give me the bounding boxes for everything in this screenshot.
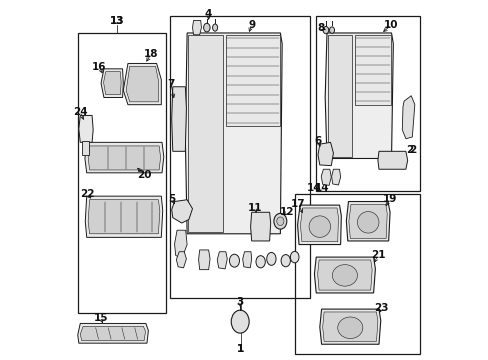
Ellipse shape	[308, 216, 330, 237]
Text: 16: 16	[92, 62, 106, 72]
Polygon shape	[314, 257, 375, 293]
Text: 8: 8	[317, 23, 324, 33]
Polygon shape	[176, 252, 186, 268]
Polygon shape	[354, 35, 390, 105]
Text: 9: 9	[247, 20, 255, 30]
Ellipse shape	[212, 24, 217, 31]
Polygon shape	[250, 212, 270, 241]
Polygon shape	[171, 87, 186, 151]
Polygon shape	[85, 196, 163, 237]
Text: 22: 22	[80, 189, 95, 199]
Text: 18: 18	[144, 49, 158, 59]
Polygon shape	[242, 252, 251, 268]
Polygon shape	[317, 142, 333, 166]
Text: 12: 12	[279, 207, 293, 217]
Polygon shape	[348, 204, 386, 238]
Text: 23: 23	[373, 303, 388, 314]
Polygon shape	[321, 169, 330, 185]
Bar	[78, 33, 166, 313]
Polygon shape	[187, 35, 223, 232]
Text: 7: 7	[167, 79, 174, 89]
Bar	[294, 194, 419, 354]
Polygon shape	[198, 250, 210, 270]
Text: 10: 10	[384, 20, 398, 30]
Bar	[316, 16, 419, 191]
Polygon shape	[85, 142, 163, 173]
Polygon shape	[185, 33, 282, 234]
Polygon shape	[101, 69, 123, 98]
Text: 15: 15	[94, 314, 108, 323]
Text: 1: 1	[237, 344, 244, 354]
Polygon shape	[126, 66, 158, 102]
Polygon shape	[327, 35, 351, 157]
Polygon shape	[225, 35, 279, 126]
Polygon shape	[319, 309, 380, 344]
Polygon shape	[80, 326, 145, 341]
Ellipse shape	[357, 212, 378, 233]
Text: 6: 6	[314, 136, 321, 146]
Text: 2: 2	[408, 144, 416, 154]
Ellipse shape	[323, 27, 328, 34]
Polygon shape	[322, 312, 377, 341]
Polygon shape	[78, 323, 148, 343]
Polygon shape	[325, 33, 392, 158]
Text: 20: 20	[137, 170, 151, 180]
Text: 2: 2	[405, 144, 412, 154]
Ellipse shape	[329, 27, 334, 33]
Polygon shape	[88, 146, 160, 170]
Polygon shape	[317, 260, 371, 290]
Ellipse shape	[229, 254, 239, 267]
Polygon shape	[82, 140, 88, 155]
Bar	[169, 16, 309, 298]
Text: 24: 24	[73, 107, 87, 117]
Polygon shape	[402, 96, 414, 139]
Polygon shape	[103, 72, 121, 95]
Ellipse shape	[273, 213, 286, 229]
Polygon shape	[300, 208, 338, 242]
Ellipse shape	[337, 317, 362, 338]
Polygon shape	[174, 230, 187, 259]
Polygon shape	[88, 200, 160, 234]
Ellipse shape	[332, 265, 357, 286]
Text: 1: 1	[237, 343, 244, 354]
Polygon shape	[171, 200, 192, 223]
Text: 4: 4	[204, 9, 212, 19]
Ellipse shape	[266, 252, 276, 265]
Text: 14: 14	[314, 183, 328, 193]
Polygon shape	[217, 252, 227, 269]
Text: 11: 11	[247, 203, 262, 213]
Ellipse shape	[276, 217, 284, 226]
Text: 19: 19	[382, 194, 396, 204]
Polygon shape	[79, 116, 93, 142]
Polygon shape	[377, 151, 407, 169]
Polygon shape	[192, 21, 201, 35]
Ellipse shape	[255, 256, 265, 268]
Text: 13: 13	[110, 17, 124, 27]
Ellipse shape	[290, 251, 298, 263]
Text: 13: 13	[110, 17, 124, 27]
Ellipse shape	[203, 23, 210, 32]
Polygon shape	[346, 202, 389, 241]
Text: 3: 3	[236, 297, 244, 307]
Polygon shape	[123, 63, 161, 105]
Text: 5: 5	[168, 194, 175, 204]
Polygon shape	[297, 205, 341, 244]
Text: 21: 21	[370, 250, 385, 260]
Ellipse shape	[231, 310, 249, 333]
Polygon shape	[331, 169, 340, 185]
Text: 17: 17	[290, 199, 305, 209]
Ellipse shape	[281, 255, 290, 267]
Text: 14: 14	[306, 183, 321, 193]
